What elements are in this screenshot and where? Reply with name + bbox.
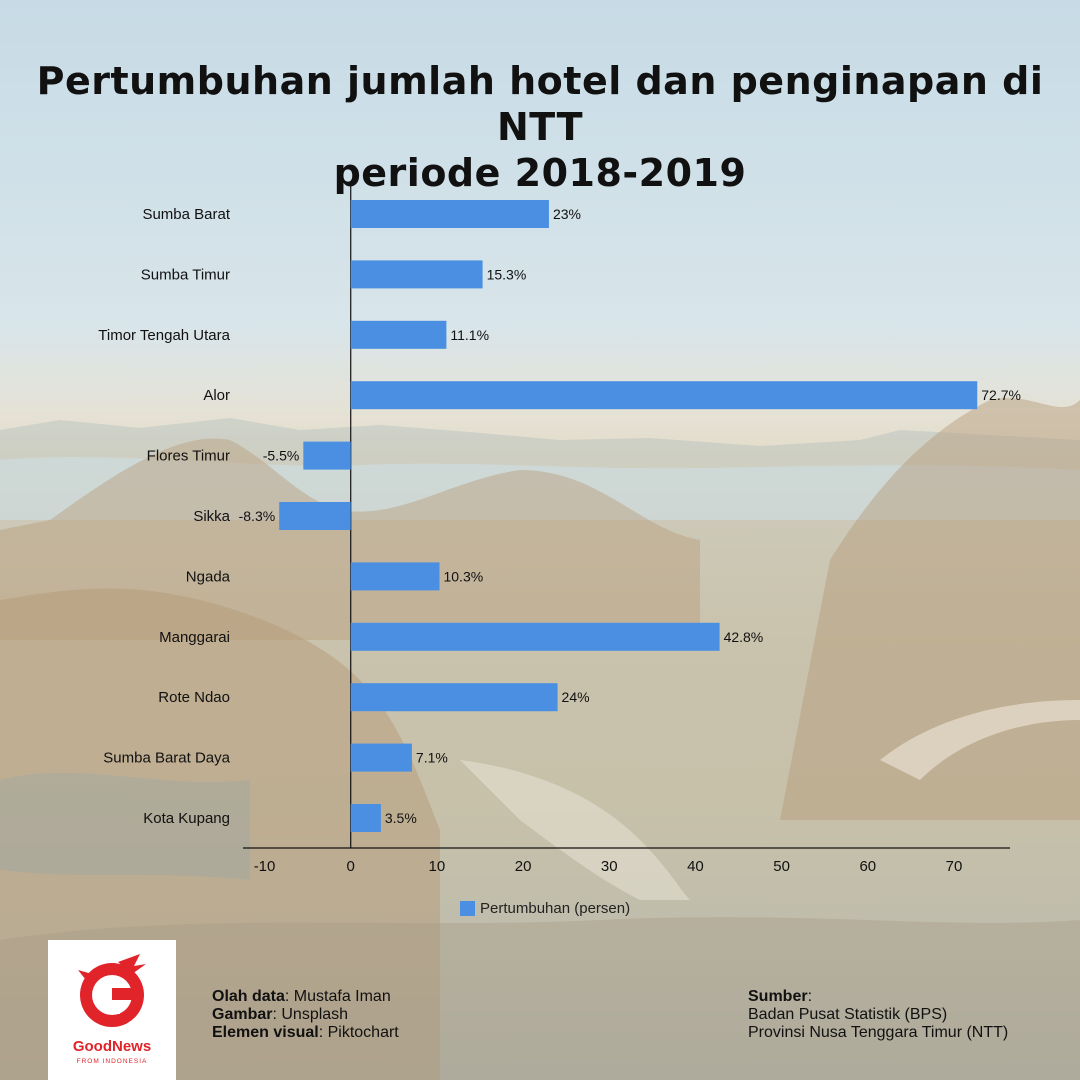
credit-visual: Elemen visual: Piktochart bbox=[212, 1024, 399, 1041]
credit-visual-value: Piktochart bbox=[327, 1024, 399, 1041]
data-label: -8.3% bbox=[239, 508, 276, 524]
category-label: Sumba Barat bbox=[142, 206, 230, 223]
x-tick-label: 60 bbox=[859, 858, 876, 875]
data-label: 42.8% bbox=[724, 629, 764, 645]
data-label: 72.7% bbox=[981, 387, 1021, 403]
category-label: Sumba Timur bbox=[141, 266, 230, 283]
x-tick-label: 70 bbox=[946, 858, 963, 875]
x-tick-label: 50 bbox=[773, 858, 790, 875]
chart-title-line1: Pertumbuhan jumlah hotel dan penginapan … bbox=[36, 59, 1044, 149]
data-label: 3.5% bbox=[385, 810, 417, 826]
logo-subtitle: FROM INDONESIA bbox=[76, 1058, 148, 1065]
bar bbox=[350, 562, 440, 591]
chart-legend: Pertumbuhan (persen) bbox=[460, 900, 630, 917]
source-line1: Badan Pusat Statistik (BPS) bbox=[748, 1006, 948, 1023]
x-tick-label: 40 bbox=[687, 858, 704, 875]
bar bbox=[350, 743, 412, 772]
goodnews-logo: GoodNews FROM INDONESIA bbox=[48, 940, 176, 1080]
category-label: Flores Timur bbox=[147, 448, 230, 465]
x-tick-label: 10 bbox=[429, 858, 446, 875]
legend-swatch bbox=[460, 901, 475, 916]
source-line2: Provinsi Nusa Tenggara Timur (NTT) bbox=[748, 1024, 1009, 1041]
source-label: Sumber bbox=[748, 988, 808, 1005]
category-label: Sikka bbox=[193, 508, 230, 525]
bar bbox=[350, 622, 720, 651]
data-label: 7.1% bbox=[416, 750, 448, 766]
x-tick-label: 30 bbox=[601, 858, 618, 875]
x-tick-label: 0 bbox=[347, 858, 355, 875]
credit-image: Gambar: Unsplash bbox=[212, 1006, 349, 1023]
chart-title: Pertumbuhan jumlah hotel dan penginapan … bbox=[0, 58, 1080, 196]
data-label: 24% bbox=[562, 689, 590, 705]
bar bbox=[350, 804, 381, 832]
bar bbox=[350, 683, 558, 712]
category-label: Sumba Barat Daya bbox=[103, 750, 230, 767]
credit-data: Olah data: Mustafa Iman bbox=[212, 988, 391, 1005]
x-tick-label: -10 bbox=[254, 858, 276, 875]
data-label: -5.5% bbox=[263, 448, 300, 464]
data-label: 15.3% bbox=[487, 266, 527, 282]
category-label: Manggarai bbox=[159, 629, 230, 646]
credit-image-value: Unsplash bbox=[281, 1006, 349, 1023]
data-label: 10.3% bbox=[443, 568, 483, 584]
data-label: 11.1% bbox=[450, 327, 489, 343]
bar bbox=[279, 502, 351, 530]
bar bbox=[350, 260, 483, 289]
chart-title-line2: periode 2018-2019 bbox=[333, 151, 747, 195]
credit-image-label: Gambar bbox=[212, 1006, 273, 1023]
category-label: Timor Tengah Utara bbox=[98, 327, 230, 344]
garuda-logo-icon bbox=[78, 954, 146, 1027]
credit-data-label: Olah data bbox=[212, 988, 285, 1005]
bar bbox=[350, 320, 447, 349]
credit-data-value: Mustafa Iman bbox=[293, 988, 391, 1005]
data-label: 23% bbox=[553, 206, 581, 222]
credits: Olah data: Mustafa Iman Gambar: Unsplash… bbox=[212, 988, 399, 1042]
category-label: Ngada bbox=[186, 568, 231, 585]
x-tick-label: 20 bbox=[515, 858, 532, 875]
bar bbox=[350, 200, 549, 228]
category-label: Kota Kupang bbox=[143, 810, 230, 827]
category-label: Alor bbox=[203, 387, 230, 404]
category-label: Rote Ndao bbox=[158, 689, 230, 706]
logo-name: GoodNews bbox=[72, 1038, 152, 1055]
legend-label: Pertumbuhan (persen) bbox=[480, 900, 631, 917]
source: Sumber: Badan Pusat Statistik (BPS) Prov… bbox=[748, 988, 1009, 1041]
bar bbox=[350, 381, 978, 410]
credit-visual-label: Elemen visual bbox=[212, 1024, 319, 1041]
bar bbox=[303, 441, 351, 470]
